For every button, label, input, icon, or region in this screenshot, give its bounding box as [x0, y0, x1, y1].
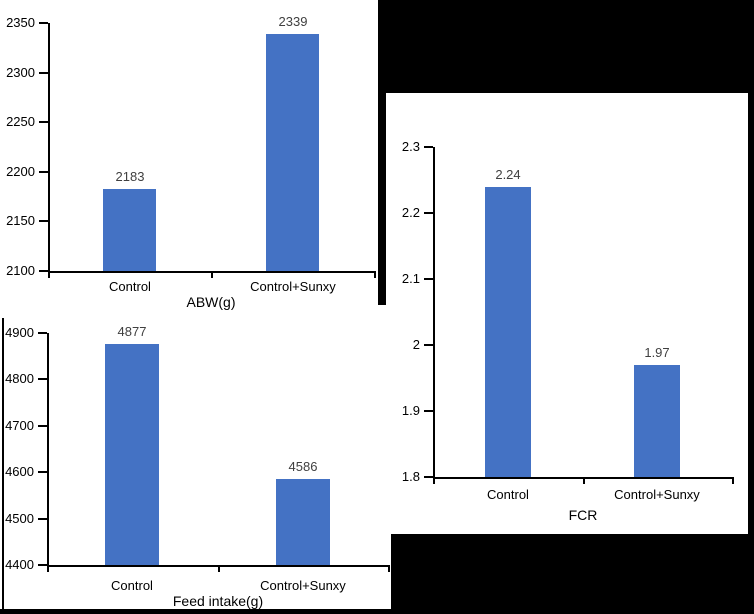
- y-tick-label: 2250: [6, 114, 35, 129]
- bar-control-sunxy: [634, 365, 680, 477]
- y-tick-label: 4600: [5, 464, 34, 479]
- category-label-control-sunxy: Control+Sunxy: [250, 279, 336, 294]
- bar-control: [485, 187, 531, 477]
- y-tick: [38, 471, 47, 473]
- y-tick-label: 4700: [5, 418, 34, 433]
- axis-title-feed: Feed intake(g): [172, 593, 264, 609]
- y-tick: [39, 22, 48, 24]
- bar-value-label: 2339: [278, 14, 308, 29]
- y-tick-label: 1.9: [401, 403, 420, 418]
- x-tick: [732, 479, 734, 484]
- y-tick: [39, 121, 48, 123]
- x-axis: [47, 565, 390, 567]
- bar-control-sunxy: [276, 479, 330, 565]
- y-tick: [38, 332, 47, 334]
- y-tick: [39, 270, 48, 272]
- y-tick-label: 4900: [5, 325, 34, 340]
- x-tick: [211, 273, 213, 278]
- y-tick: [39, 171, 48, 173]
- x-axis: [48, 271, 376, 273]
- category-label-control-sunxy: Control+Sunxy: [260, 578, 346, 593]
- bar-value-label: 2183: [115, 169, 145, 184]
- y-tick: [424, 476, 433, 478]
- y-tick: [424, 410, 433, 412]
- y-tick-label: 4500: [5, 511, 34, 526]
- y-tick: [39, 72, 48, 74]
- bar-value-label: 4877: [117, 324, 147, 339]
- axis-title-fcr: FCR: [568, 507, 598, 523]
- bar-value-label: 2.24: [495, 167, 521, 182]
- y-tick-label: 2.3: [401, 139, 420, 154]
- y-tick-label: 4400: [5, 557, 34, 572]
- y-tick: [424, 212, 433, 214]
- x-tick: [583, 479, 585, 484]
- y-tick: [38, 425, 47, 427]
- stray-edge-line: [2, 318, 4, 609]
- y-axis: [433, 147, 435, 479]
- x-axis: [433, 477, 734, 479]
- x-tick: [48, 273, 50, 278]
- y-tick: [424, 146, 433, 148]
- y-tick: [38, 518, 47, 520]
- axis-title-abw: ABW(g): [186, 294, 236, 310]
- y-axis: [48, 23, 50, 273]
- category-label-control: Control: [109, 279, 151, 294]
- y-tick-label: 4800: [5, 371, 34, 386]
- y-axis: [47, 333, 49, 567]
- y-tick-label: 2100: [6, 263, 35, 278]
- x-tick: [47, 567, 49, 572]
- x-tick: [374, 273, 376, 278]
- bar-control-sunxy: [266, 34, 319, 271]
- chart-panel-abw: 2100 2150 2200 2250 2300 2350 2183 Control 2339 C…: [0, 0, 378, 310]
- category-label-control: Control: [111, 578, 153, 593]
- y-tick-label: 2.1: [401, 271, 420, 286]
- y-tick-label: 2150: [6, 213, 35, 228]
- bar-control: [105, 344, 159, 565]
- bar-value-label: 1.97: [644, 345, 670, 360]
- y-tick: [424, 344, 433, 346]
- bar-control: [103, 189, 156, 271]
- chart-panel-fcr: 1.8 1.9 2 2.1 2.2 2.3 2.24 Control 1.97 Control+S…: [386, 93, 748, 534]
- y-tick: [38, 378, 47, 380]
- y-tick-label: 2.2: [401, 205, 420, 220]
- y-tick-label: 2: [412, 337, 420, 352]
- bar-value-label: 4586: [288, 459, 318, 474]
- y-tick-label: 1.8: [401, 469, 420, 484]
- y-tick-label: 2350: [6, 15, 35, 30]
- category-label-control: Control: [487, 487, 529, 502]
- x-tick: [218, 567, 220, 572]
- x-tick: [433, 479, 435, 484]
- y-tick: [39, 220, 48, 222]
- x-tick: [388, 567, 390, 572]
- y-tick-label: 2300: [6, 65, 35, 80]
- y-tick-label: 2200: [6, 164, 35, 179]
- chart-panel-feed-intake: 4400 4500 4600 4700 4800 4900 4877 Control 4586 C…: [0, 305, 391, 609]
- y-tick: [38, 564, 47, 566]
- y-tick: [424, 278, 433, 280]
- category-label-control-sunxy: Control+Sunxy: [614, 487, 700, 502]
